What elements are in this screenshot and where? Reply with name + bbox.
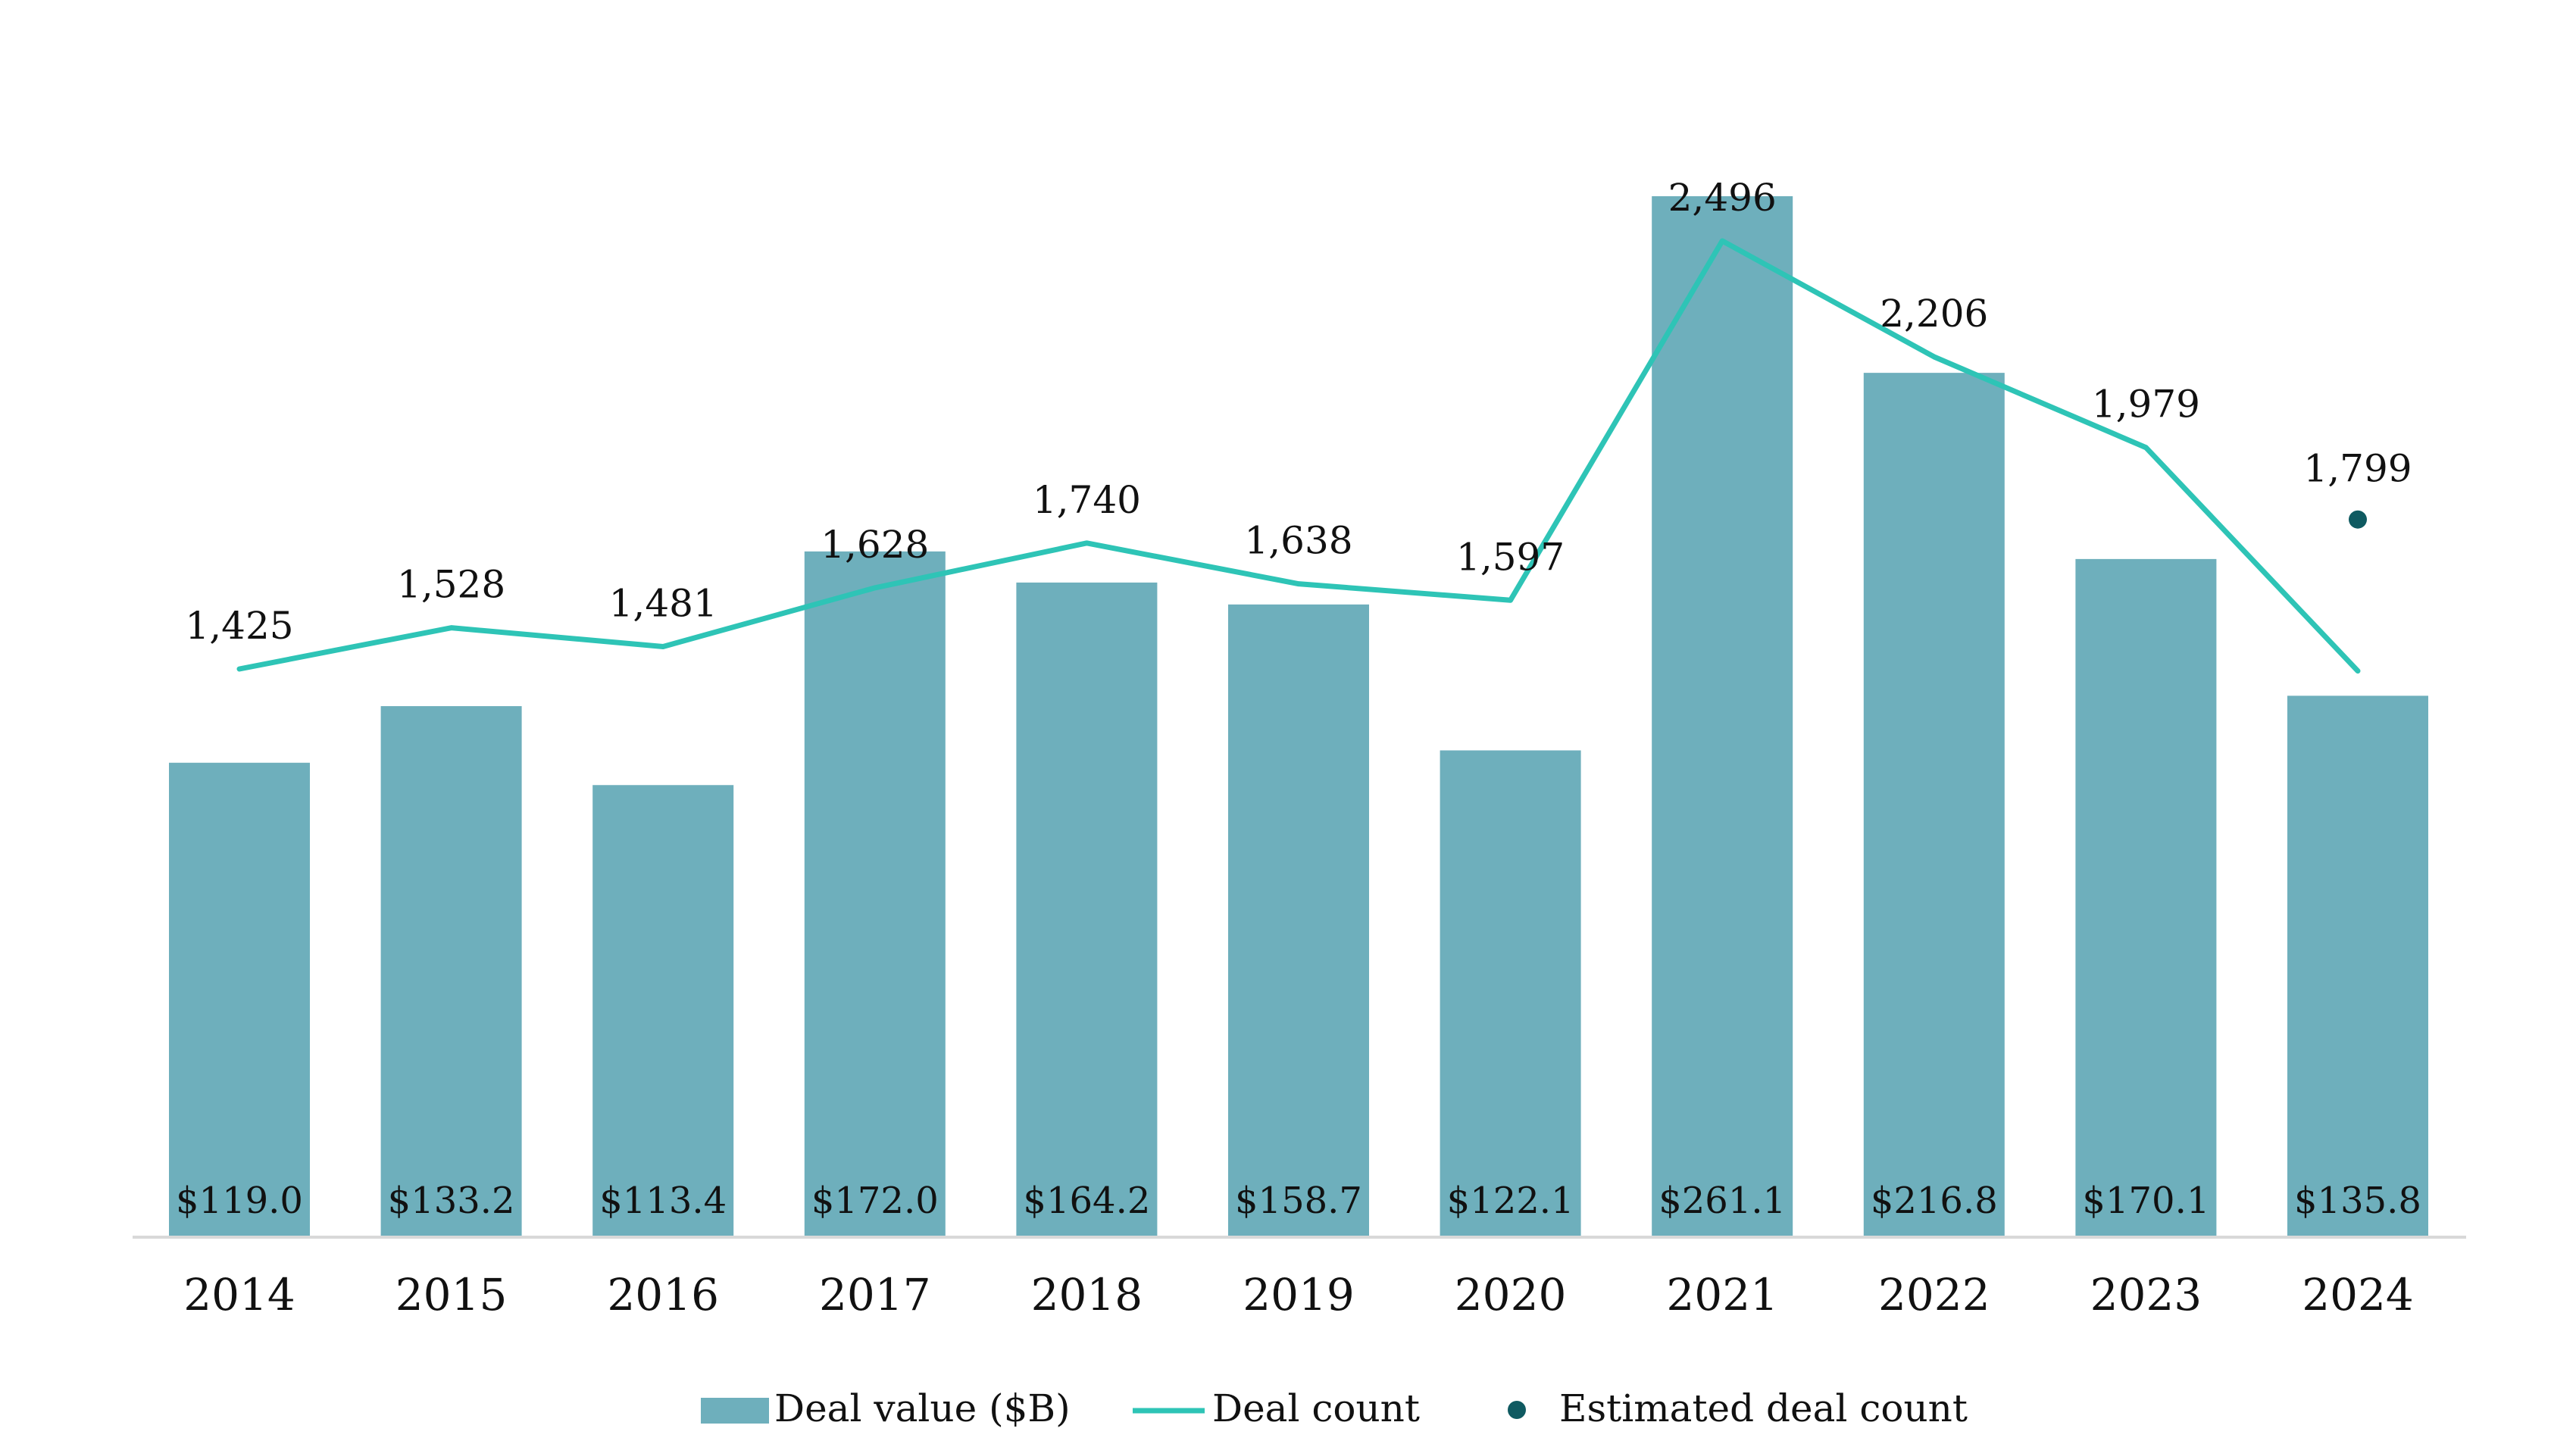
- legend-bar-label: Deal value ($B): [774, 1386, 1071, 1430]
- deal-value-label-2017: $172.0: [811, 1180, 939, 1222]
- x-tick-2017: 2017: [819, 1269, 931, 1321]
- legend-marker-swatch: [1508, 1401, 1526, 1419]
- deal-value-bar-2019: [1228, 604, 1369, 1237]
- deal-value-bar-2022: [1863, 373, 2005, 1237]
- deal-value-label-2023: $170.1: [2082, 1180, 2209, 1222]
- legend-marker-label: Estimated deal count: [1559, 1386, 1968, 1430]
- deal-value-bar-2014: [169, 762, 310, 1237]
- deal-value-label-2014: $119.0: [176, 1180, 303, 1222]
- bars-layer: [169, 196, 2428, 1237]
- x-tick-2018: 2018: [1031, 1269, 1143, 1321]
- deal-count-label-2016: 1,481: [609, 581, 717, 625]
- legend-bar-swatch: [701, 1398, 769, 1424]
- deal-value-bar-2018: [1016, 582, 1158, 1237]
- deal-value-label-2022: $216.8: [1871, 1180, 1998, 1222]
- deal-count-label-2020: 1,597: [1456, 535, 1565, 579]
- axis-layer: 2014 2015 2016 2017 2018 2019 2020 2021 2022 2023…: [133, 1236, 2466, 1321]
- estimated-deal-count-marker-2024: [2349, 510, 2367, 529]
- deal-count-line: [236, 238, 2361, 674]
- deal-value-label-2021: $261.1: [1658, 1180, 1786, 1222]
- estimated-deal-count-label-2024: 1,799: [2303, 447, 2412, 491]
- deal-value-label-2019: $158.7: [1235, 1180, 1362, 1222]
- deal-value-bar-2017: [804, 551, 946, 1237]
- deal-value-bar-2015: [380, 706, 522, 1237]
- x-tick-2016: 2016: [607, 1269, 719, 1321]
- deal-count-label-2017: 1,628: [821, 523, 929, 567]
- x-tick-2014: 2014: [183, 1269, 295, 1321]
- deal-count-label-2021: 2,496: [1668, 176, 1777, 220]
- deal-value-label-2020: $122.1: [1447, 1180, 1574, 1222]
- deal-count-label-2019: 1,638: [1244, 519, 1352, 563]
- x-tick-2015: 2015: [395, 1269, 508, 1321]
- deal-value-bar-2020: [1440, 750, 1581, 1237]
- deal-value-bar-2016: [592, 785, 734, 1237]
- legend-line-label: Deal count: [1212, 1386, 1420, 1430]
- x-tick-2020: 2020: [1455, 1269, 1567, 1321]
- line-layer: [236, 238, 2367, 674]
- deal-value-label-2015: $133.2: [388, 1180, 515, 1222]
- x-tick-2021: 2021: [1666, 1269, 1778, 1321]
- x-tick-2024: 2024: [2302, 1269, 2414, 1321]
- deal-value-label-2024: $135.8: [2294, 1180, 2421, 1222]
- deal-value-label-2018: $164.2: [1023, 1180, 1150, 1222]
- deal-count-label-2014: 1,425: [185, 604, 293, 648]
- deal-count-label-2022: 2,206: [1880, 292, 1988, 336]
- deal-value-bar-2023: [2075, 558, 2217, 1237]
- x-tick-2022: 2022: [1878, 1269, 1990, 1321]
- deal-count-label-2015: 1,528: [397, 563, 505, 607]
- deal-value-label-2016: $113.4: [599, 1180, 727, 1222]
- deal-value-bar-2024: [2287, 695, 2428, 1237]
- deal-count-label-2023: 1,979: [2092, 383, 2200, 427]
- deal-value-bar-2021: [1652, 196, 1793, 1237]
- legend: Deal value ($B) Deal count Estimated dea…: [701, 1386, 1968, 1430]
- x-tick-2023: 2023: [2090, 1269, 2202, 1321]
- deal-count-label-2018: 1,740: [1033, 478, 1141, 522]
- labels-layer: $119.0 $133.2 $113.4 $172.0 $164.2 $158.7 $122…: [176, 176, 2421, 1222]
- x-tick-2019: 2019: [1243, 1269, 1355, 1321]
